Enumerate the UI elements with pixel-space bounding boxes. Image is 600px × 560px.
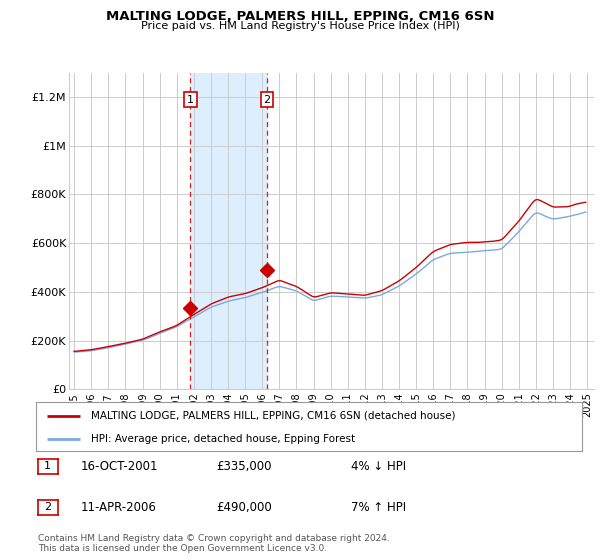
Text: Contains HM Land Registry data © Crown copyright and database right 2024.
This d: Contains HM Land Registry data © Crown c… xyxy=(38,534,389,553)
Bar xyxy=(190,73,267,389)
Text: 11-APR-2006: 11-APR-2006 xyxy=(81,501,157,514)
Text: 16-OCT-2001: 16-OCT-2001 xyxy=(81,460,158,473)
Text: 4% ↓ HPI: 4% ↓ HPI xyxy=(351,460,406,473)
Text: £335,000: £335,000 xyxy=(216,460,271,473)
Text: 2: 2 xyxy=(44,502,51,512)
Text: £490,000: £490,000 xyxy=(216,501,272,514)
Text: 1: 1 xyxy=(187,95,194,105)
Text: 2: 2 xyxy=(263,95,271,105)
Text: HPI: Average price, detached house, Epping Forest: HPI: Average price, detached house, Eppi… xyxy=(91,433,355,444)
Text: 1: 1 xyxy=(44,461,51,472)
Text: Price paid vs. HM Land Registry's House Price Index (HPI): Price paid vs. HM Land Registry's House … xyxy=(140,21,460,31)
Text: MALTING LODGE, PALMERS HILL, EPPING, CM16 6SN: MALTING LODGE, PALMERS HILL, EPPING, CM1… xyxy=(106,10,494,23)
Text: 7% ↑ HPI: 7% ↑ HPI xyxy=(351,501,406,514)
Text: MALTING LODGE, PALMERS HILL, EPPING, CM16 6SN (detached house): MALTING LODGE, PALMERS HILL, EPPING, CM1… xyxy=(91,410,455,421)
